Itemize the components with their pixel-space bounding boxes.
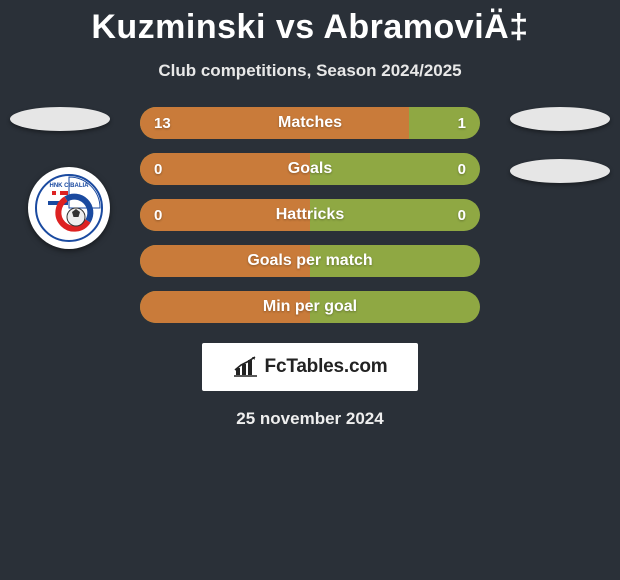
stat-value-right: 0 — [458, 199, 466, 231]
stat-bar-goals-per-match: Goals per match — [140, 245, 480, 277]
club-badge: HNK CIBALIA — [28, 167, 110, 249]
stat-label: Goals per match — [140, 245, 480, 277]
player-right-ellipse-1 — [510, 107, 610, 131]
stat-label: Goals — [140, 153, 480, 185]
stat-bar-matches: 13 Matches 1 — [140, 107, 480, 139]
player-left-ellipse — [10, 107, 110, 131]
stat-bar-hattricks: 0 Hattricks 0 — [140, 199, 480, 231]
stat-bar-min-per-goal: Min per goal — [140, 291, 480, 323]
subtitle: Club competitions, Season 2024/2025 — [0, 61, 620, 81]
date-text: 25 november 2024 — [0, 409, 620, 429]
stat-label: Matches — [140, 107, 480, 139]
stats-area: HNK CIBALIA 13 Matches 1 0 Goals 0 — [0, 107, 620, 323]
page-title: Kuzminski vs AbramoviÄ‡ — [0, 0, 620, 47]
stat-value-right: 0 — [458, 153, 466, 185]
club-badge-text: HNK CIBALIA — [50, 183, 90, 189]
brand-chart-icon — [233, 356, 259, 378]
stat-value-right: 1 — [458, 107, 466, 139]
stat-label: Hattricks — [140, 199, 480, 231]
stat-label: Min per goal — [140, 291, 480, 323]
brand-box: FcTables.com — [202, 343, 418, 391]
brand-text: FcTables.com — [265, 356, 388, 378]
club-crest-icon: HNK CIBALIA — [34, 173, 104, 243]
stat-bar-goals: 0 Goals 0 — [140, 153, 480, 185]
stat-bars: 13 Matches 1 0 Goals 0 0 Hattricks 0 Goa… — [140, 107, 480, 323]
player-right-ellipse-2 — [510, 159, 610, 183]
